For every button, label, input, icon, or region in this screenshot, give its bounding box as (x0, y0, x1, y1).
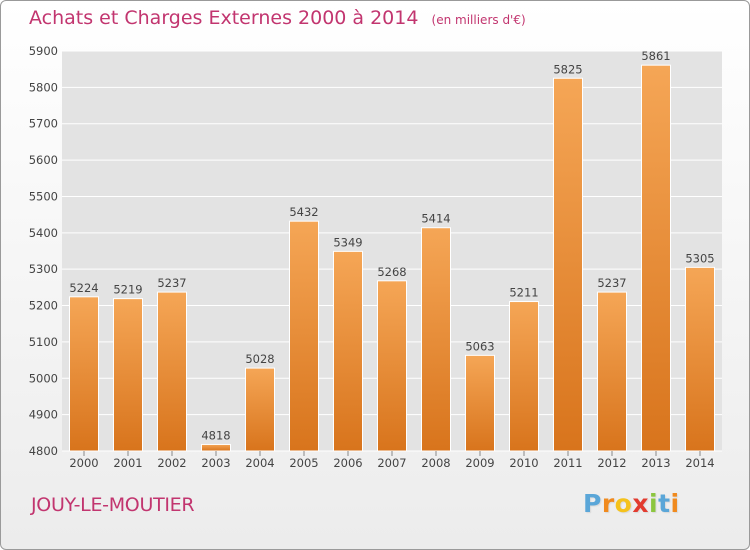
y-tick-label: 5200 (29, 299, 58, 313)
bar (597, 291, 627, 452)
bar-value-label: 5432 (289, 205, 318, 219)
bar-value-label: 5349 (333, 235, 362, 249)
bar (69, 296, 99, 452)
y-tick-label: 4800 (29, 444, 58, 458)
bar-value-label: 5825 (553, 62, 582, 76)
proxiti-logo: Proxiti (583, 489, 680, 518)
bar (421, 227, 451, 452)
logo-letter: r (601, 489, 615, 518)
x-tick-label: 2004 (245, 456, 274, 470)
bar-value-label: 5063 (465, 339, 494, 353)
x-tick-label: 2009 (465, 456, 494, 470)
y-tick-label: 5800 (29, 80, 58, 94)
x-tick-label: 2006 (333, 456, 362, 470)
y-tick-label: 5600 (29, 153, 58, 167)
y-tick-label: 5100 (29, 335, 58, 349)
y-tick-label: 5700 (29, 117, 58, 131)
chart-subtitle: (en milliers d'€) (431, 13, 526, 27)
bar-value-label: 5414 (421, 212, 450, 226)
bar-value-label: 5305 (685, 251, 714, 265)
bar (377, 280, 407, 452)
commune-name: JOUY-LE-MOUTIER (31, 494, 195, 516)
bar-value-label: 4818 (201, 428, 230, 442)
x-tick-label: 2013 (641, 456, 670, 470)
logo-letter: x (632, 489, 649, 518)
bar (113, 298, 143, 452)
y-axis-ticks: 4800 4900 5000 5100 5200 5300 5400 5500 5600 5700… (29, 44, 58, 458)
y-tick-label: 5500 (29, 189, 58, 203)
title-row: Achats et Charges Externes 2000 à 2014 (… (29, 7, 526, 29)
logo-letter: o (614, 489, 633, 518)
logo-letter: P (583, 489, 602, 518)
y-tick-label: 5000 (29, 371, 58, 385)
y-tick-label: 5900 (29, 44, 58, 58)
x-tick-label: 2002 (157, 456, 186, 470)
x-tick-label: 2012 (597, 456, 626, 470)
bar-value-label: 5224 (69, 281, 98, 295)
bar-value-label: 5028 (245, 352, 274, 366)
x-tick-label: 2014 (685, 456, 714, 470)
x-tick-label: 2007 (377, 456, 406, 470)
bar (245, 367, 275, 452)
x-tick-label: 2010 (509, 456, 538, 470)
bar (553, 77, 583, 452)
data-labels: 5224 5219 5237 4818 5028 5432 5349 5268 5414 5063… (69, 49, 714, 442)
chart-title: Achats et Charges Externes 2000 à 2014 (29, 7, 419, 29)
x-axis-ticks: 2000 2001 2002 2003 2004 2005 2006 2007 2008 2009… (69, 451, 715, 470)
bar (641, 64, 671, 452)
bar-value-label: 5211 (509, 286, 538, 300)
logo-letter: i (670, 489, 680, 518)
x-tick-label: 2011 (553, 456, 582, 470)
x-tick-label: 2008 (421, 456, 450, 470)
y-tick-label: 5300 (29, 262, 58, 276)
x-tick-label: 2003 (201, 456, 230, 470)
bar (157, 291, 187, 452)
bar (685, 266, 715, 452)
logo-letter: t (658, 489, 671, 518)
bars (69, 64, 715, 452)
bar (333, 250, 363, 452)
y-tick-label: 5400 (29, 226, 58, 240)
x-tick-label: 2001 (113, 456, 142, 470)
x-tick-label: 2005 (289, 456, 318, 470)
bar-value-label: 5861 (641, 49, 670, 63)
bar-value-label: 5237 (597, 276, 626, 290)
bar (509, 301, 539, 452)
logo-letter: i (649, 489, 659, 518)
bar (465, 354, 495, 452)
x-tick-label: 2000 (69, 456, 98, 470)
bar (201, 443, 231, 452)
bar-value-label: 5237 (157, 276, 186, 290)
bar-value-label: 5219 (113, 283, 142, 297)
bar-value-label: 5268 (377, 265, 406, 279)
bar (289, 220, 319, 452)
y-tick-label: 4900 (29, 408, 58, 422)
